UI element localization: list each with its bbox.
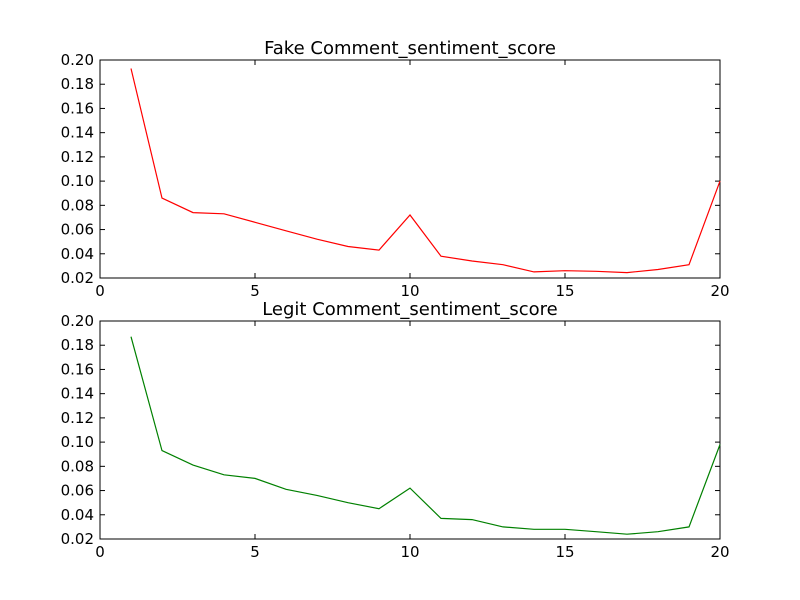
legit-xtick-label: 5 <box>250 543 260 561</box>
fake-ytick-label: 0.08 <box>61 196 94 214</box>
legit-chart-title: Legit Comment_sentiment_score <box>262 299 558 320</box>
fake-ytick-label: 0.04 <box>61 245 94 263</box>
fake-ytick-label: 0.12 <box>61 148 94 166</box>
legit-ytick-label: 0.02 <box>61 530 94 548</box>
fake-series-line <box>130 68 721 274</box>
legit-xtick-label: 20 <box>710 543 729 561</box>
legit-xtick-label: 0 <box>95 543 105 561</box>
fake-xtick-label: 0 <box>95 282 105 300</box>
legit-sentiment-subplot: Legit Comment_sentiment_score 0 5 10 15 20 0.… <box>61 299 730 561</box>
fake-xtick-label: 20 <box>710 282 729 300</box>
legit-ytick-label: 0.08 <box>61 457 94 475</box>
legit-ytick-label: 0.16 <box>61 360 94 378</box>
legit-ytick-label: 0.04 <box>61 506 94 524</box>
fake-ytick-label: 0.06 <box>61 221 94 239</box>
fake-ytick-label: 0.10 <box>61 172 94 190</box>
fake-chart-title: Fake Comment_sentiment_score <box>264 38 556 59</box>
legit-ytick-label: 0.12 <box>61 409 94 427</box>
fake-xtick-label: 15 <box>555 282 574 300</box>
legit-ytick-label: 0.06 <box>61 482 94 500</box>
fake-ytick-label: 0.16 <box>61 99 94 117</box>
legit-xtick-label: 10 <box>400 543 419 561</box>
fake-ytick-label: 0.20 <box>61 51 94 69</box>
legit-tick-labels: 0 5 10 15 20 0.02 0.04 0.06 0.08 0.10 0.12 0.14 0.16… <box>61 312 730 561</box>
fake-xtick-label: 5 <box>250 282 260 300</box>
fake-sentiment-subplot: Fake Comment_sentiment_score 0 5 10 15 20 0.0… <box>61 38 730 300</box>
fake-tick-labels: 0 5 10 15 20 0.02 0.04 0.06 0.08 0.10 0.12 0.14 0.16… <box>61 51 730 300</box>
legit-ytick-label: 0.14 <box>61 385 94 403</box>
fake-ytick-label: 0.14 <box>61 124 94 142</box>
fake-ticks <box>99 59 721 279</box>
fake-ytick-label: 0.02 <box>61 269 94 287</box>
legit-series-line <box>130 336 721 535</box>
legit-ticks <box>99 320 721 540</box>
legit-ytick-label: 0.20 <box>61 312 94 330</box>
legit-xtick-label: 15 <box>555 543 574 561</box>
fake-plot-frame <box>99 59 721 279</box>
legit-ytick-label: 0.10 <box>61 433 94 451</box>
fake-xtick-label: 10 <box>400 282 419 300</box>
fake-ytick-label: 0.18 <box>61 75 94 93</box>
legit-ytick-label: 0.18 <box>61 336 94 354</box>
legit-plot-frame <box>99 320 721 540</box>
